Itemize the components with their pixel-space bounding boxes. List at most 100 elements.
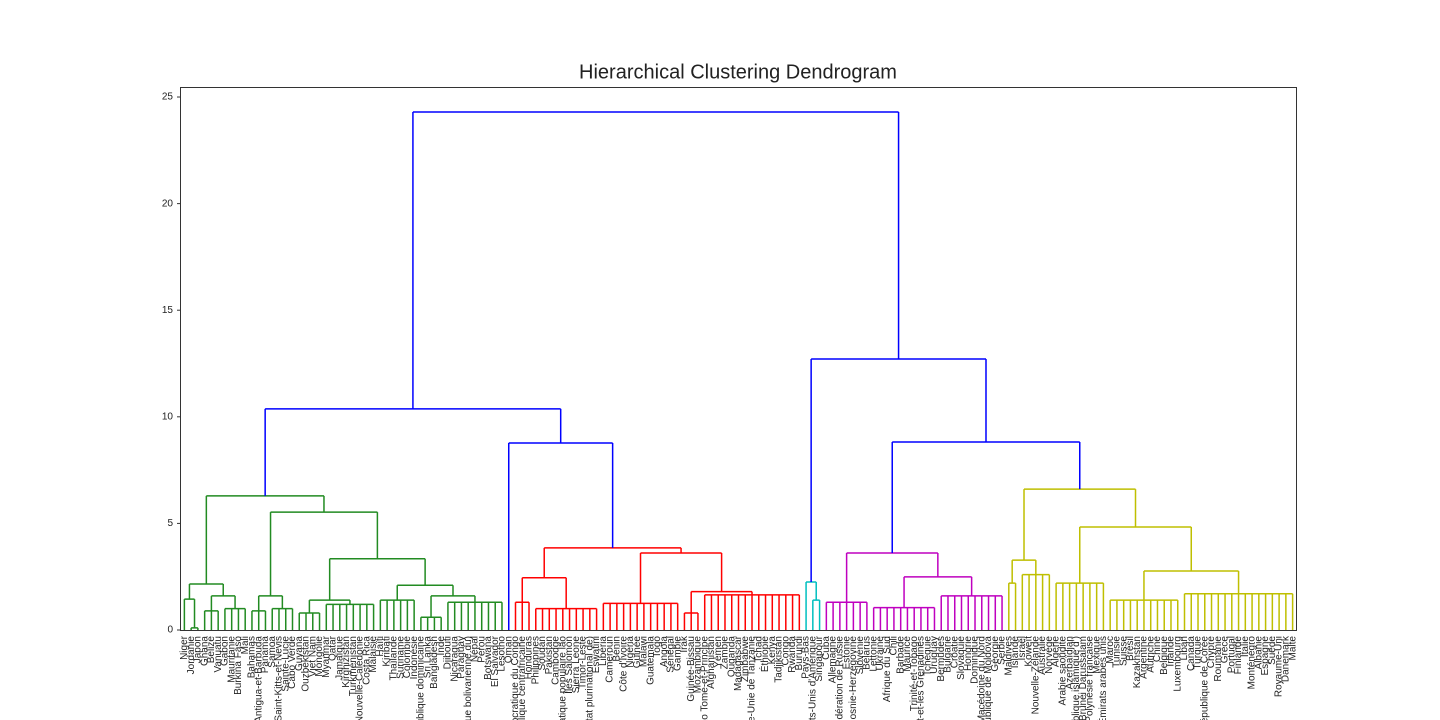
leaf-label: Maurice [902,636,913,672]
leaf-label: Espagne [1260,636,1271,676]
leaf-label: Serbie [997,636,1008,665]
link [1021,573,1051,630]
leaf-label: République de Corée [1199,636,1210,720]
link [1079,526,1193,584]
leaf-label: Hongrie [963,636,974,671]
leaf-label: Mexique [1091,636,1102,674]
leaf-label: Ukraine [875,636,886,671]
leaf-label: Niger [179,635,190,660]
leaf-label: Brésil [1125,636,1136,661]
leaf-label: Qatar [328,635,339,661]
leaf-label: Sainte-Lucie [280,636,291,692]
leaf-label: Chypre [1206,636,1217,669]
leaf-label: Eswatini [591,636,602,673]
leaf-label: Singapour [814,635,825,681]
link [308,599,351,613]
leaf-label: Madagascar [733,635,744,691]
leaf-label: Burkina Faso [233,636,244,695]
leaf-label: Bermudes [936,636,947,682]
leaf-label: Chine [1152,636,1163,663]
leaf-label: Antigua-et-Barbuda [253,636,264,720]
leaf-label: Roumanie [1213,636,1224,682]
leaf-label: Nicaragua [449,636,460,682]
link [251,610,267,630]
leaf-label: Jordanie [186,636,197,675]
y-tick-label: 15 [162,305,174,316]
leaf-label: Belize [206,636,217,664]
leaf-label: Venezuela (République bolivarienne du) [463,636,474,720]
y-tick-label: 10 [162,411,174,422]
leaf-label: Mongolie [314,636,325,677]
leaf-label: Zambie [720,636,731,670]
leaf-label: République démocratique populaire lao [557,636,568,720]
leaf-label: Sénégal [666,636,677,673]
leaf-label: Philippines [530,636,541,684]
leaf-label: Samoa [267,636,278,668]
leaf-label: Saint-Vincent-et-les Grenadines [916,636,927,720]
chart-title: Hierarchical Clustering Dendrogram [579,61,897,83]
leaf-label: Suriname [395,636,406,679]
leaf-label: Israël [1017,636,1028,660]
leaf-label: Vanuatu [213,636,224,673]
leaf-label: Bosnie-Herzégovine [848,636,859,720]
link [810,358,987,583]
y-tick-label: 20 [162,198,174,209]
leaf-label: Argentine [1139,636,1150,679]
leaf-label: Maldives [1003,636,1014,675]
leaf-label: Tadjikistan [774,636,785,683]
leaf-label: Suède [1267,636,1278,665]
leaf-label: Gambie [672,636,683,671]
leaf-label: Lettonie [868,636,879,672]
leaf-label: Ghana [199,636,210,666]
link [825,601,868,630]
leaf-label: Bélarus [862,636,873,670]
link [190,627,199,630]
leaf-label: Luxembourg [1172,636,1183,692]
leaf-label: Algérie [1051,636,1062,668]
leaf-label: Turkménistan [348,636,359,696]
leaf-label: Guinée-Bissau [686,636,697,702]
leaf-label: Finlande [1233,636,1244,675]
leaf-label: Barbade [895,636,906,674]
link [183,598,196,630]
leaf-label: Pérou [476,636,487,663]
plot-frame [180,87,1297,631]
link [703,594,801,630]
link [1109,599,1179,630]
leaf-label: Maroc [1105,636,1116,664]
link [224,607,246,630]
leaf-label: Afrique du Sud [882,636,893,702]
leaf-label: Turquie [1193,636,1204,670]
link [203,610,219,630]
link [1055,582,1105,630]
leaf-label: Libéria [598,636,609,666]
leaf-label: Ouzbékistan [301,636,312,692]
leaf-label: République dominicaine [416,636,427,720]
leaf-label: Kiribati [382,636,393,667]
link [521,577,567,609]
leaf-label: Sao Tomé-et-Principe [699,636,710,720]
link [891,441,1081,554]
leaf-label: Autriche [1145,636,1156,673]
leaf-label: Canada [1186,636,1197,671]
leaf-label: Timor-Leste [578,636,589,689]
leaf-label: Suisse [1118,636,1129,666]
leaf-label: Cuba [821,636,832,660]
leaf-label: Côte d'Ivoire [618,636,629,692]
leaf-label: Cambodge [551,636,562,685]
leaf-label: Portugal [1226,636,1237,673]
leaf-label: Irak [679,635,690,653]
leaf-label: Panama [260,636,271,674]
leaf-label: Costa Rica [361,636,372,685]
leaf-label: République centrafricaine [517,636,528,720]
leaf-label: Dominique [970,636,981,684]
leaf-label: Trinité-et-Tobago [909,636,920,712]
leaf-label: Sri Lanka [422,636,433,679]
leaf-label: Guatemala [645,636,656,685]
link [188,583,224,600]
leaf-label: Tunisie [1112,636,1123,668]
link [535,607,598,630]
leaf-label: Lesotho [497,636,508,672]
leaf-label: Sierra Leone [571,636,582,694]
